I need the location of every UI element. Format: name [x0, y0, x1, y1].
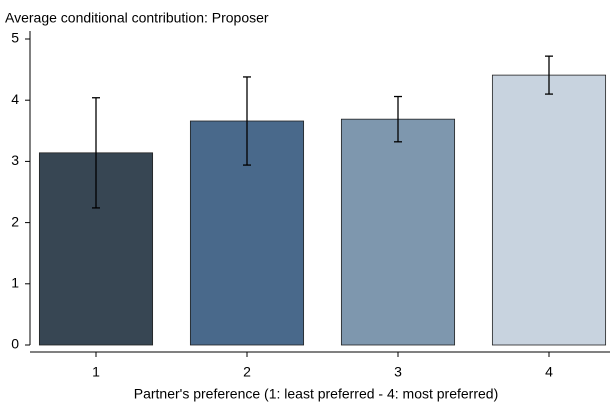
y-tick-label: 1	[11, 275, 19, 291]
error-bar	[545, 55, 553, 95]
error-bar	[394, 95, 402, 143]
x-axis-label: Partner's preference (1: least preferred…	[134, 386, 499, 402]
y-tick-label: 3	[11, 152, 19, 168]
y-tick-label: 2	[11, 213, 19, 229]
x-tick-label: 2	[243, 364, 251, 380]
error-bar	[243, 76, 251, 166]
error-bar	[92, 97, 100, 209]
x-tick-label: 1	[92, 364, 100, 380]
y-tick-label: 5	[11, 30, 19, 46]
chart-title: Average conditional contribution: Propos…	[5, 10, 269, 26]
bar	[340, 118, 456, 346]
x-tick-label: 4	[545, 364, 553, 380]
bar	[491, 74, 607, 346]
y-tick-label: 4	[11, 91, 19, 107]
y-tick-label: 0	[11, 336, 19, 352]
x-tick-label: 3	[394, 364, 402, 380]
